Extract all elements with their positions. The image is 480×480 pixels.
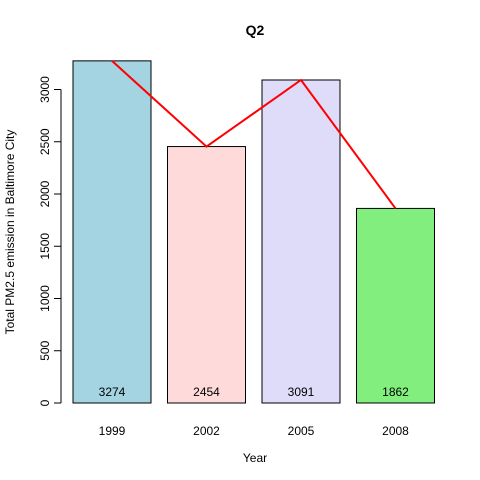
value-label: 3274 [99,385,126,399]
value-labels: 3274 2454 3091 1862 [99,385,410,399]
value-label: 2454 [193,385,220,399]
x-tick-label: 1999 [99,424,126,438]
x-tick-labels: 1999 2002 2005 2008 [99,424,410,438]
bar-2002 [167,146,246,404]
trend-line-group [111,60,397,210]
x-tick-label: 2008 [382,424,409,438]
bar-2005 [261,79,341,404]
y-axis: 0 500 1000 1500 2000 2500 3000 [38,76,62,406]
value-label: 3091 [288,385,315,399]
value-label: 1862 [382,385,409,399]
x-tick-label: 2005 [288,424,315,438]
y-tick-label: 500 [38,340,52,360]
trend-line [111,60,397,210]
y-tick-label: 0 [38,399,52,406]
y-axis-label: Total PM2.5 emission in Baltimore City [3,130,17,335]
chart-title: Q2 [246,22,265,38]
y-tick-label: 2500 [38,128,52,155]
bars [72,60,435,404]
y-tick-label: 1000 [38,285,52,312]
y-tick-label: 2000 [38,180,52,207]
y-tick-label: 3000 [38,76,52,103]
y-tick-label: 1500 [38,233,52,260]
bar-1999 [72,60,152,404]
x-tick-label: 2002 [193,424,220,438]
bar-2008 [356,207,435,404]
x-axis-label: Year [243,451,267,465]
